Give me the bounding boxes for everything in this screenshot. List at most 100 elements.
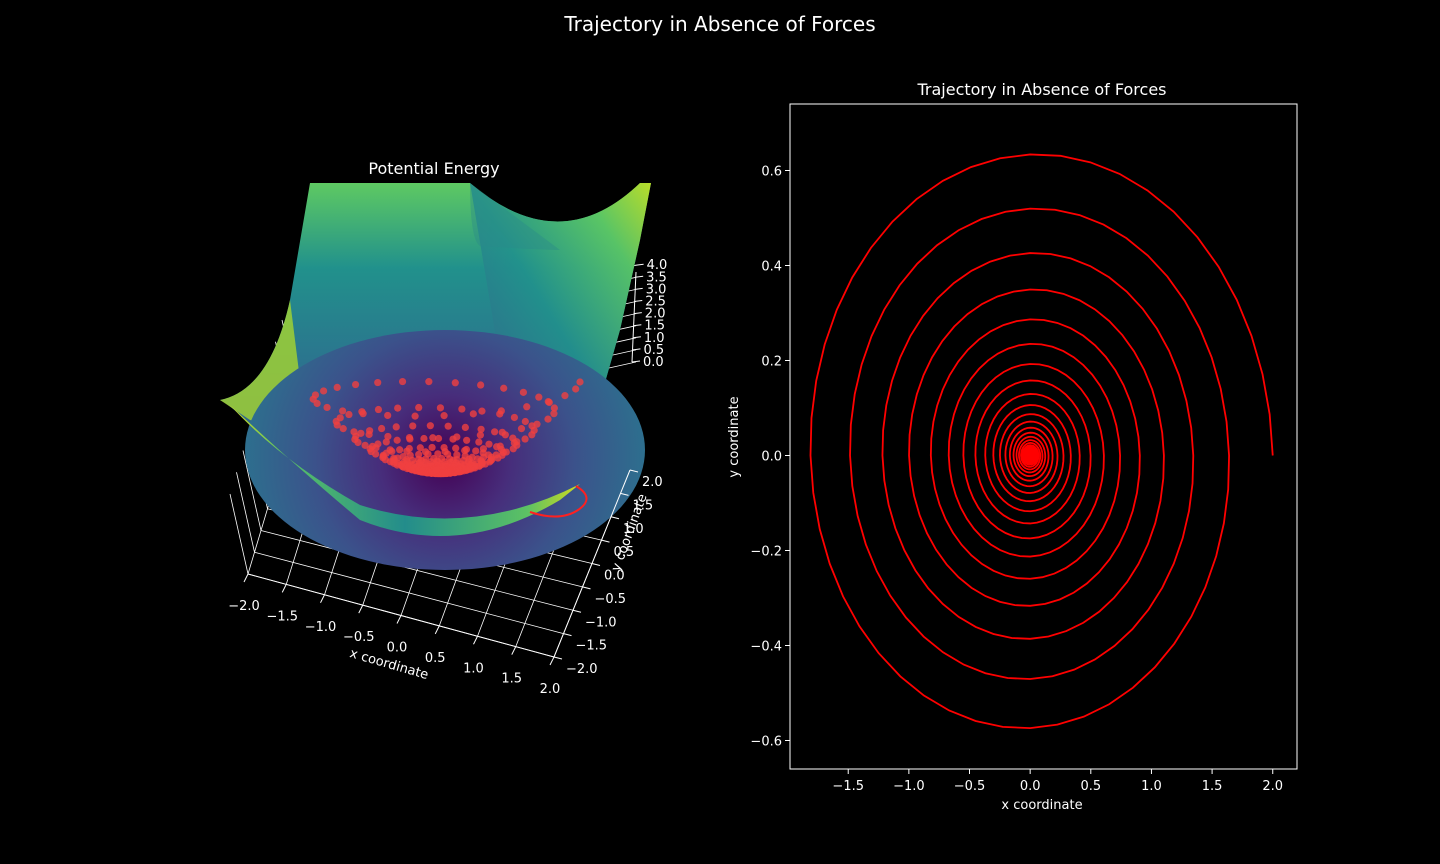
y-tick-label: −1.0 [585, 615, 617, 630]
trajectory-floor-arc [529, 485, 588, 518]
x-tick-label: 2.0 [540, 682, 561, 697]
z-tick-label: 0.0 [643, 355, 664, 370]
y-tick [620, 492, 629, 496]
trajectory-point [462, 445, 471, 454]
trajectory-point [496, 410, 504, 418]
z-tick-label: 2.0 [645, 307, 666, 322]
trajectory-point [509, 445, 517, 453]
trajectory-point [394, 454, 402, 462]
x-tick-label: −0.5 [954, 779, 986, 794]
trajectory-point [461, 423, 469, 432]
y-tick [591, 563, 601, 566]
potential-surface [220, 183, 651, 570]
axes-frame [789, 103, 1298, 770]
z-axis-line [631, 271, 637, 363]
x-tick-label: −0.5 [343, 630, 375, 645]
trajectory-point [393, 436, 401, 444]
y-tick-label: 1.5 [633, 498, 654, 513]
trajectory-point [510, 413, 519, 422]
trajectory-point [521, 417, 529, 426]
y-tick-label: 0.4 [761, 260, 782, 275]
x-tick-label: −2.0 [228, 599, 260, 614]
trajectory-point [394, 404, 402, 412]
x-tick-label: −1.5 [266, 609, 298, 624]
z-tick-label: 4.0 [647, 258, 668, 273]
z-tick [634, 300, 643, 302]
z-tick-label: 3.5 [646, 270, 667, 285]
y-tick [601, 539, 610, 543]
trajectory-point [384, 432, 392, 441]
trajectory-point [436, 404, 445, 412]
trajectory-point [434, 434, 443, 443]
trajectory-point [382, 438, 390, 446]
trajectory-point [339, 407, 347, 415]
trajectory-point [501, 431, 509, 439]
y-tick-label: 0.6 [761, 165, 782, 180]
z-tick-label: 0.5 [643, 343, 664, 358]
x-axis-label-2d: x coordinate [1001, 798, 1082, 813]
trajectory-point [388, 447, 396, 455]
trajectory-point [451, 379, 459, 387]
trajectory-point [339, 425, 347, 433]
trajectory-point [374, 378, 382, 387]
back-grid-line [236, 472, 255, 553]
trajectory-point [458, 405, 466, 413]
trajectory-point [521, 435, 529, 443]
trajectory-point [519, 388, 527, 396]
trajectory-point [398, 377, 407, 386]
z-tick [635, 275, 644, 278]
trajectory-point [477, 425, 485, 433]
trajectory-2d-plot: Trajectory in Absence of Forces −1.5 −1.0… [727, 80, 1298, 813]
y-tick-label: −2.0 [566, 662, 598, 677]
trajectory-point [523, 403, 531, 411]
trajectory-point [478, 407, 486, 415]
trajectory-point [374, 440, 382, 448]
z-tick-label: 1.5 [644, 319, 665, 334]
y-tick-label: −0.6 [750, 735, 782, 750]
trajectory-point [550, 410, 558, 418]
trajectory-point [528, 431, 536, 439]
figure-title: Trajectory in Absence of Forces [564, 12, 876, 36]
y-tick-label: 0.0 [761, 450, 782, 465]
back-grid-line [229, 493, 249, 575]
trajectory-point [319, 387, 328, 395]
trajectory-point [428, 443, 436, 452]
surface-3d-plot: Potential Energy −2.0−1.5−1.0−0.50.00.51… [220, 159, 668, 697]
x-tick [281, 584, 287, 593]
z-tick [632, 336, 641, 339]
trajectory-point [406, 435, 414, 443]
trajectory-point [572, 385, 580, 393]
y-axis-label-2d: y coordinate [727, 396, 742, 477]
z-tick [634, 287, 643, 290]
trajectory-point [535, 393, 543, 401]
y-tick-label: −0.2 [750, 545, 782, 560]
trajectory-point [409, 422, 417, 430]
x-tick-label: 1.0 [1141, 779, 1162, 794]
x-tick-label: 0.5 [425, 651, 446, 666]
x-tick-label: −1.5 [832, 779, 864, 794]
trajectory-point [432, 466, 440, 474]
trajectory-point [426, 422, 434, 430]
trajectory-scatter [309, 377, 584, 478]
trajectory-point [440, 444, 448, 452]
x-axis: −2.0 −1.5 −1.0 −0.5 0.0 0.5 1.0 1.5 2.0 [228, 573, 561, 697]
z-tick-label: 2.5 [645, 295, 666, 310]
trajectory-point [357, 429, 365, 437]
trajectory-point [311, 391, 320, 399]
x-tick-label: 0.0 [387, 641, 408, 656]
y-tick [563, 633, 572, 637]
trajectory-point [491, 428, 499, 436]
y-tick [582, 586, 591, 590]
plot-area: −1.5 −1.0 −0.5 0.0 0.5 1.0 1.5 2.0 −0.6 −0.4 −0.2 0… [750, 103, 1298, 794]
trajectory-point [469, 410, 477, 418]
trajectory-point [429, 434, 437, 442]
trajectory-point [440, 412, 448, 420]
z-tick-label: 1.0 [644, 331, 665, 346]
y-tick [553, 656, 563, 660]
trajectory-point [476, 431, 484, 439]
x-tick-label: 0.0 [1020, 779, 1041, 794]
z-tick [633, 324, 642, 327]
y-tick-label: −0.5 [595, 592, 627, 607]
x-tick-label: 1.0 [463, 661, 484, 676]
trajectory-point [477, 381, 485, 389]
